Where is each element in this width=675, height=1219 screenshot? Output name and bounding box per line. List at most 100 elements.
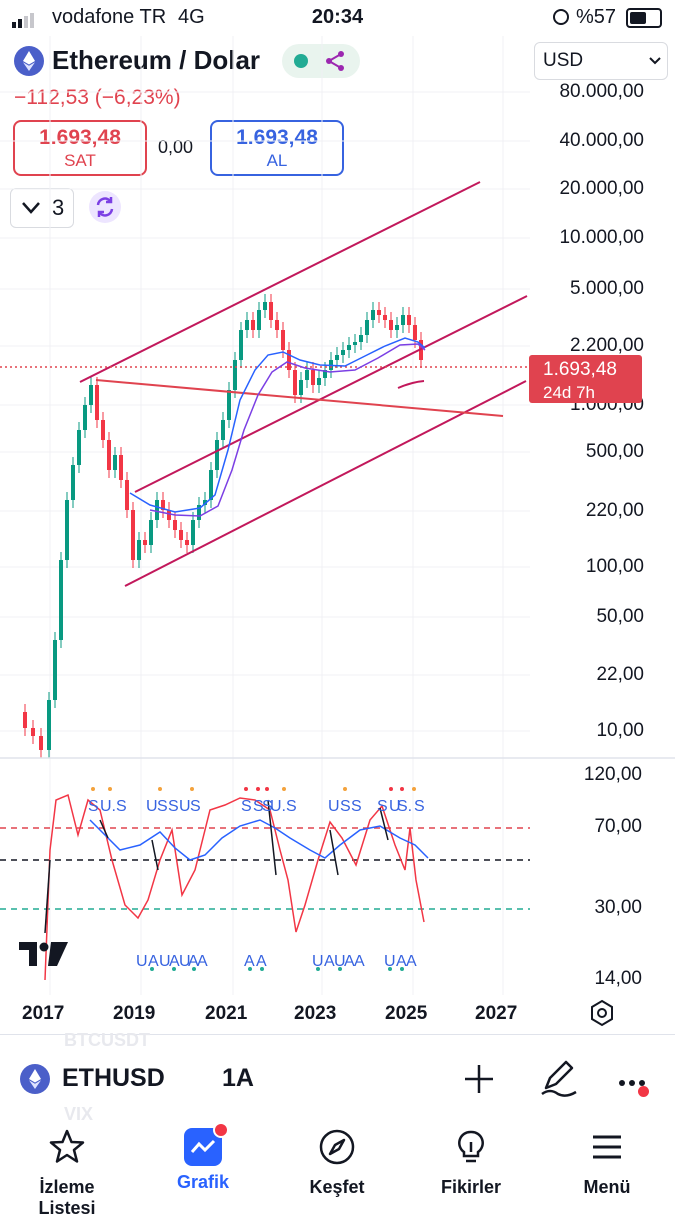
time-axis-label: 2023: [294, 1003, 337, 1024]
svg-text:U: U: [136, 953, 148, 970]
svg-text:S: S: [190, 798, 201, 815]
candle-body: [53, 640, 57, 700]
channel-bottom-line[interactable]: [124, 380, 527, 587]
refresh-button[interactable]: [89, 191, 121, 223]
svg-text:U.S: U.S: [270, 798, 297, 815]
candle-body: [245, 320, 249, 330]
candle-body: [89, 385, 93, 405]
carrier-name: vodafone TR: [52, 6, 167, 28]
candle-body: [401, 315, 405, 325]
drawing-pen-icon[interactable]: [538, 1058, 580, 1098]
svg-text:A: A: [244, 953, 255, 970]
time-axis-label: 2019: [113, 1003, 156, 1024]
candle-body: [203, 500, 207, 505]
svg-text:U: U: [328, 798, 340, 815]
add-plus-icon[interactable]: [462, 1062, 496, 1096]
last-price: 1.693,48: [543, 359, 617, 380]
candle-body: [83, 405, 87, 430]
trend-line[interactable]: [95, 379, 504, 417]
tab-label: Menü: [583, 1177, 631, 1197]
projection-arc[interactable]: [397, 380, 425, 389]
candle-body: [179, 530, 183, 540]
market-status-pill[interactable]: [282, 44, 360, 78]
oscillator-entry-line: [44, 859, 51, 934]
tab-explore[interactable]: Keşfet: [282, 1128, 392, 1198]
more-options-icon[interactable]: [619, 1073, 645, 1091]
status-bar: vodafone TR 4G 20:34 %57: [0, 0, 675, 36]
currency-value: USD: [543, 50, 584, 71]
signal-dots: [91, 787, 416, 971]
sell-button[interactable]: 1.693,48 SAT: [13, 120, 147, 176]
svg-text:S: S: [340, 798, 351, 815]
network-type: 4G: [178, 6, 205, 28]
toolbar-divider: [0, 1034, 675, 1035]
buy-button[interactable]: 1.693,48 AL: [210, 120, 344, 176]
indicator-count: 3: [52, 195, 65, 220]
svg-text:A: A: [344, 953, 355, 970]
candle-body: [395, 325, 399, 330]
oscillator-axis-label: 30,00: [594, 897, 642, 918]
oscillator-axis-label: 14,00: [594, 968, 642, 989]
oscillator-axis-label: 120,00: [583, 764, 642, 785]
refresh-icon: [96, 197, 114, 217]
market-open-dot-icon: [294, 54, 308, 68]
candle-body: [209, 470, 213, 500]
rotation-lock-icon: [553, 9, 569, 25]
symbol-logo-icon: [20, 1064, 50, 1094]
candle-body: [215, 440, 219, 470]
candle-body: [323, 370, 327, 378]
svg-text:U: U: [146, 798, 158, 815]
chevron-down-icon: [649, 57, 661, 65]
svg-text:U: U: [334, 953, 346, 970]
star-icon: [49, 1129, 85, 1163]
candle-body: [161, 500, 165, 510]
svg-text:U: U: [389, 798, 401, 815]
interval-button[interactable]: 1A: [222, 1064, 254, 1092]
tab-watchlist[interactable]: İzleme Listesi: [12, 1128, 122, 1219]
chart-settings-icon[interactable]: [589, 999, 615, 1027]
price-axis-label: 2.200,00: [570, 335, 644, 356]
candle-body: [221, 420, 225, 440]
candle-body: [251, 320, 255, 330]
tab-label: Grafik: [176, 1172, 230, 1192]
candle-body: [155, 500, 159, 520]
tab-ideas[interactable]: Fikirler: [416, 1128, 526, 1198]
notification-dot-icon: [638, 1086, 649, 1097]
channel-top-line[interactable]: [79, 181, 481, 383]
svg-text:A: A: [169, 953, 180, 970]
share-nodes-icon: [326, 51, 344, 71]
instrument-title[interactable]: Ethereum / Dolar: [52, 45, 261, 75]
candle-body: [257, 310, 261, 330]
candle-body: [239, 330, 243, 360]
candle-body: [167, 510, 171, 520]
candle-body: [197, 505, 201, 520]
svg-text:S: S: [262, 798, 273, 815]
buy-label: AL: [266, 151, 288, 170]
svg-text:S.: S.: [397, 798, 412, 815]
candle-body: [311, 370, 315, 385]
candle-body: [281, 330, 285, 350]
channel-mid-line[interactable]: [134, 295, 528, 493]
tab-label: İzleme Listesi: [38, 1177, 96, 1218]
candle-body: [131, 510, 135, 560]
ethereum-logo-icon: [14, 46, 44, 76]
price-axis-label: 22,00: [596, 664, 644, 685]
tab-chart[interactable]: Grafik: [148, 1122, 258, 1193]
svg-text:U: U: [159, 953, 171, 970]
clock: 20:34: [311, 6, 364, 28]
tab-menu[interactable]: Menü: [552, 1128, 662, 1198]
symbol-search-button[interactable]: ETHUSD: [62, 1064, 165, 1092]
svg-text:A: A: [256, 953, 267, 970]
oscillator-main-line: [89, 819, 429, 861]
chevron-down-icon: [22, 202, 40, 214]
candle-body: [107, 440, 111, 470]
price-axis-label: 10,00: [596, 720, 644, 741]
oscillator-axis-label: 70,00: [594, 816, 642, 837]
spread-value: 0,00: [158, 137, 194, 157]
svg-text:A: A: [148, 953, 159, 970]
candle-body: [39, 736, 43, 750]
candle-body: [335, 355, 339, 360]
candle-body: [365, 320, 369, 335]
currency-select[interactable]: USD: [534, 42, 668, 80]
